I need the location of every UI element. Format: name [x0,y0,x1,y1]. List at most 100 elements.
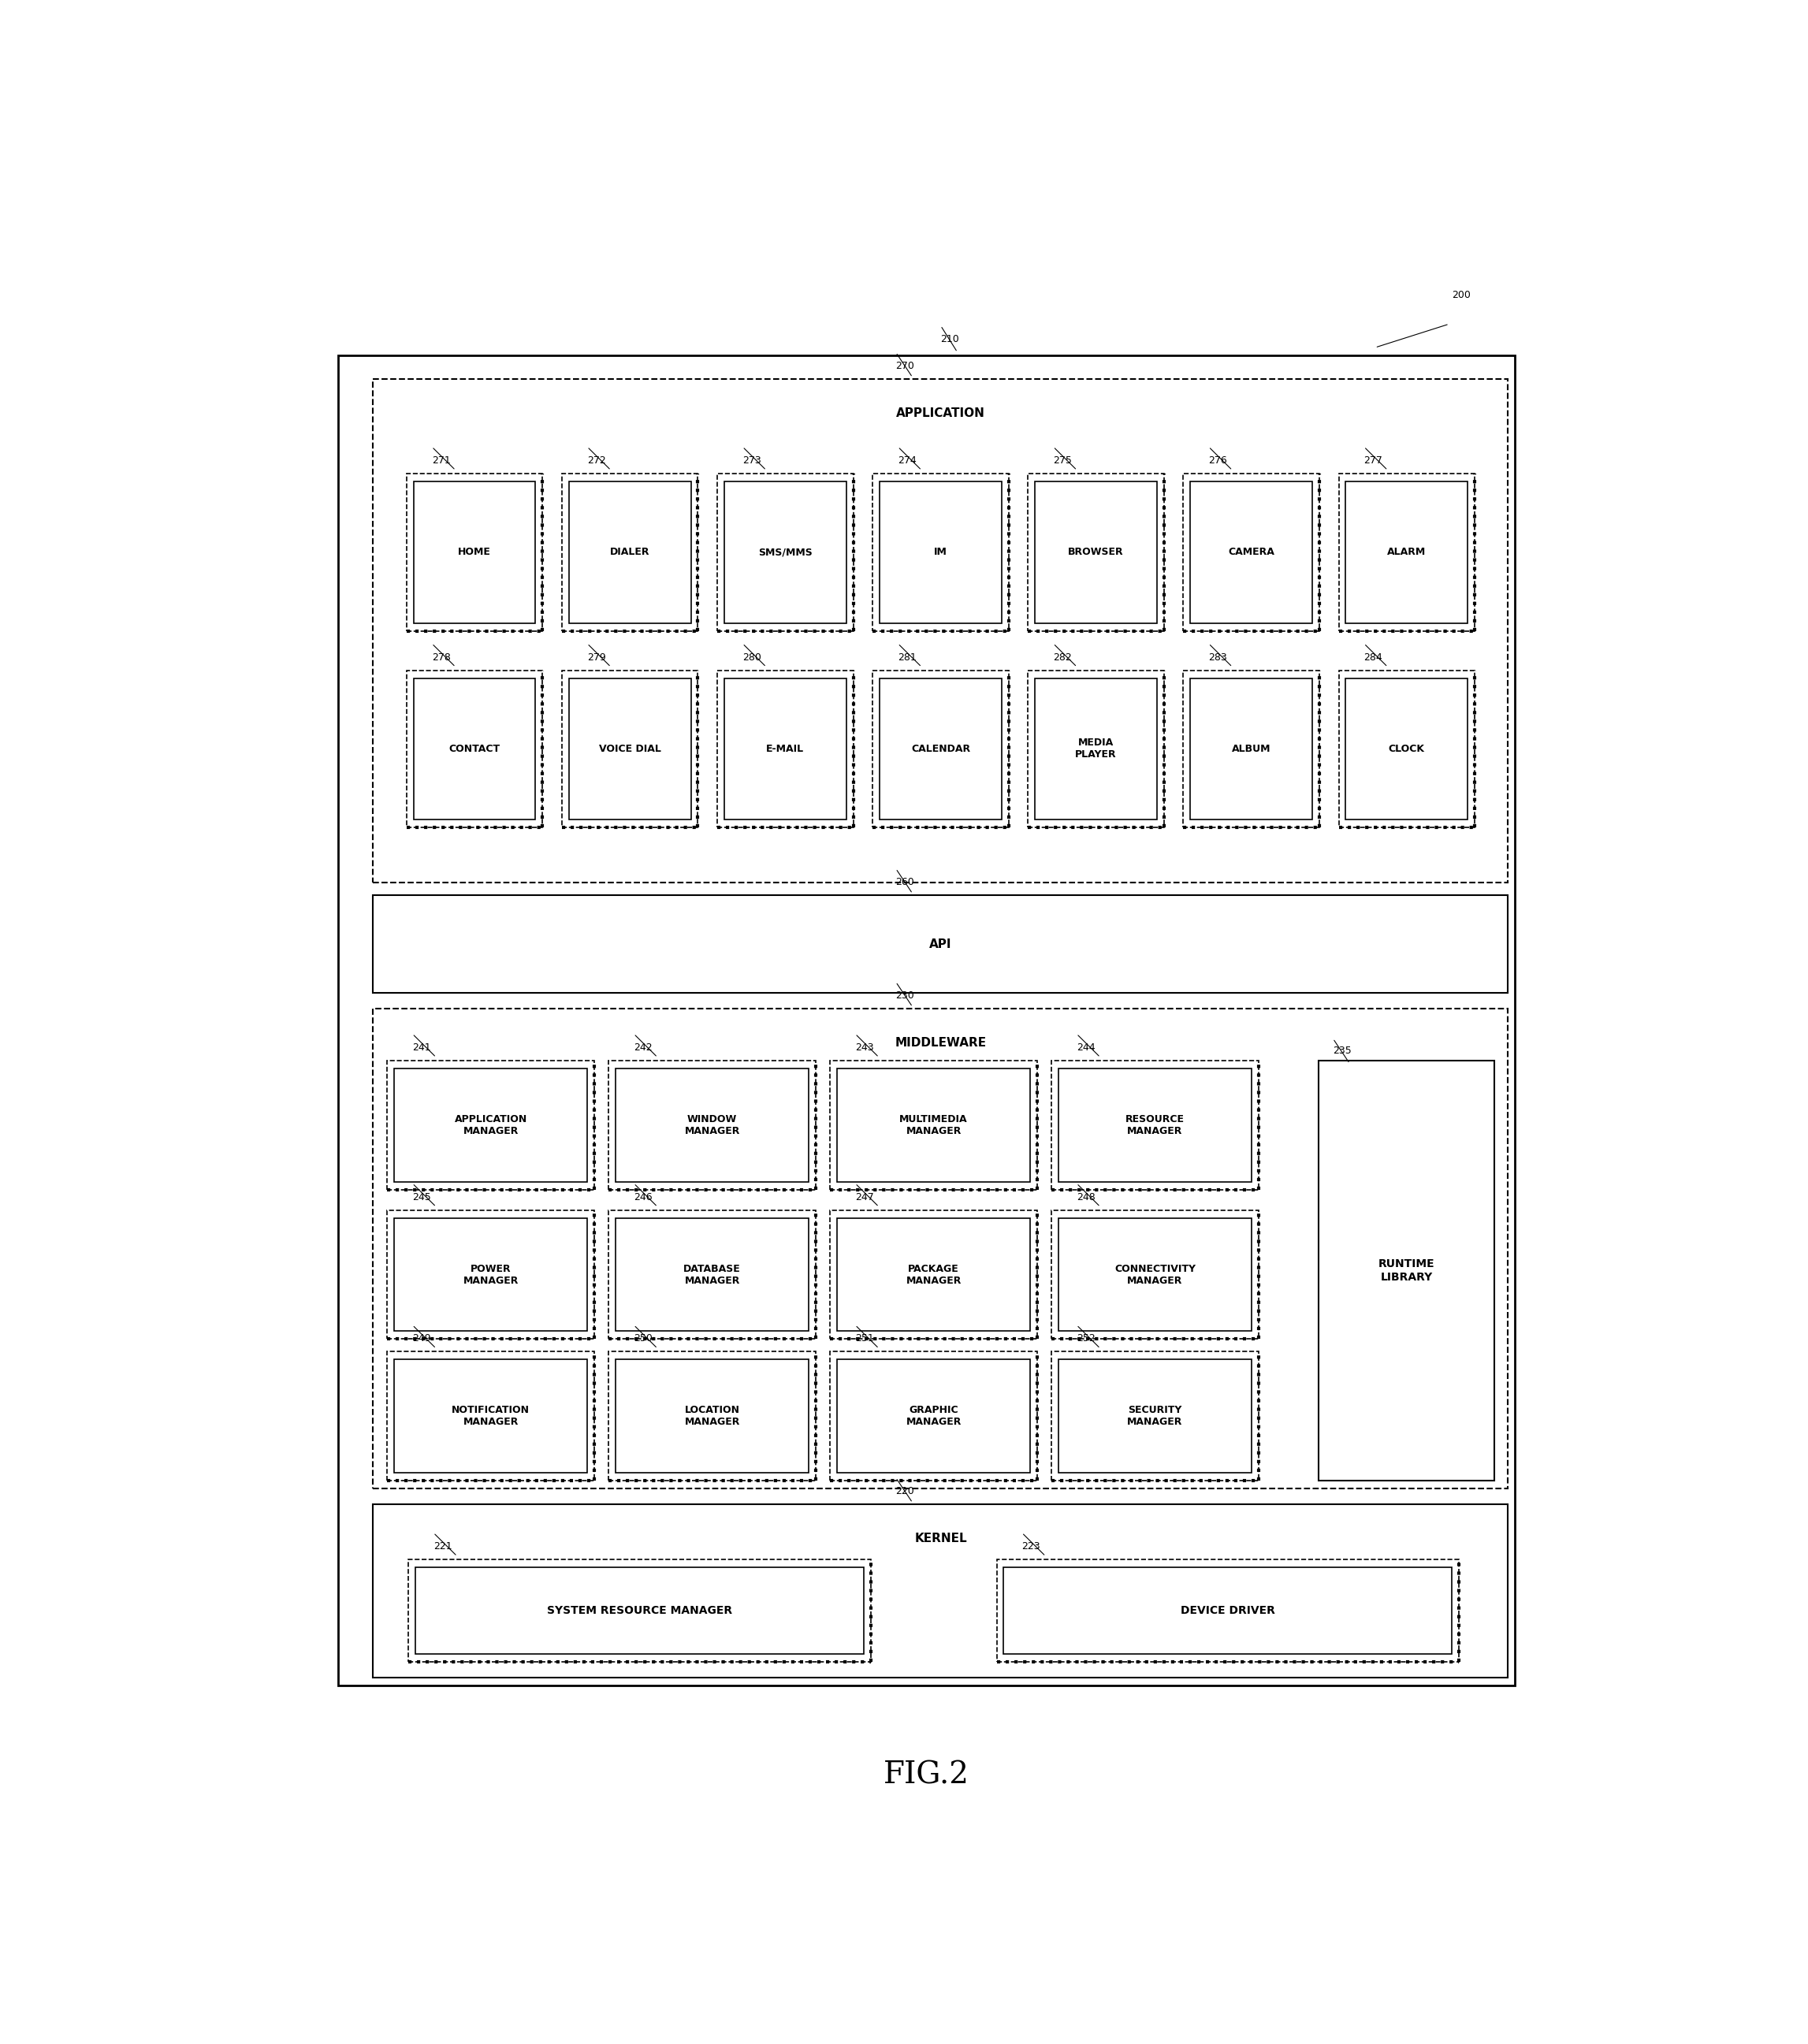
Text: 248: 248 [1076,1192,1096,1202]
Text: 252: 252 [1076,1333,1096,1343]
Text: 280: 280 [743,652,761,662]
Bar [372,1504,1508,1678]
Bar [1345,482,1468,623]
Bar [837,1218,1031,1331]
Text: KERNEL: KERNEL [915,1533,967,1545]
Text: 277: 277 [1363,456,1383,466]
Bar [409,1560,871,1662]
Bar [996,1560,1459,1662]
Bar [1029,474,1164,632]
Bar [725,679,846,820]
Text: SMS/MMS: SMS/MMS [758,548,812,558]
Bar [880,482,1002,623]
Bar [1050,1351,1258,1480]
Text: 249: 249 [412,1333,430,1343]
Text: SYSTEM RESOURCE MANAGER: SYSTEM RESOURCE MANAGER [546,1605,732,1617]
Text: 235: 235 [1332,1047,1352,1057]
Text: LOCATION
MANAGER: LOCATION MANAGER [685,1404,739,1427]
Text: ALARM: ALARM [1387,548,1427,558]
Text: 260: 260 [895,877,915,887]
Bar [873,474,1009,632]
Bar [1338,670,1475,828]
Text: API: API [929,938,951,950]
Bar [830,1351,1038,1480]
Text: 243: 243 [855,1042,873,1053]
Bar [1190,482,1313,623]
Bar [414,679,535,820]
Text: MULTIMEDIA
MANAGER: MULTIMEDIA MANAGER [899,1114,967,1136]
Bar [1184,474,1320,632]
Text: BROWSER: BROWSER [1069,548,1125,558]
Bar [1058,1069,1251,1181]
Bar [562,474,698,632]
Text: 246: 246 [635,1192,653,1202]
Text: 282: 282 [1054,652,1072,662]
Text: RUNTIME
LIBRARY: RUNTIME LIBRARY [1378,1259,1436,1282]
Bar [570,679,691,820]
Bar [394,1218,588,1331]
Text: 200: 200 [1452,290,1472,300]
Text: DATABASE
MANAGER: DATABASE MANAGER [683,1263,741,1286]
Text: 220: 220 [895,1486,915,1496]
Text: 278: 278 [432,652,450,662]
Text: 223: 223 [1022,1541,1040,1551]
Text: FIG.2: FIG.2 [884,1760,969,1791]
Bar [338,356,1515,1686]
Bar [387,1210,595,1339]
Bar [609,1061,815,1190]
Text: E-MAIL: E-MAIL [767,744,805,754]
Text: GRAPHIC
MANAGER: GRAPHIC MANAGER [906,1404,962,1427]
Bar [570,482,691,623]
Bar [1338,474,1475,632]
Bar [873,670,1009,828]
Text: 251: 251 [855,1333,873,1343]
Bar [1034,679,1157,820]
Bar [725,482,846,623]
Bar [1058,1359,1251,1474]
Text: 242: 242 [635,1042,653,1053]
Text: IM: IM [935,548,947,558]
Bar [880,679,1002,820]
Bar [394,1359,588,1474]
Bar [372,895,1508,993]
Text: 247: 247 [855,1192,873,1202]
Text: 273: 273 [743,456,761,466]
Text: DEVICE DRIVER: DEVICE DRIVER [1181,1605,1275,1617]
Bar [1029,670,1164,828]
Text: POWER
MANAGER: POWER MANAGER [463,1263,519,1286]
Text: 230: 230 [895,991,915,1002]
Text: SECURITY
MANAGER: SECURITY MANAGER [1126,1404,1182,1427]
Bar [615,1069,808,1181]
Bar [1320,1061,1493,1480]
Text: 272: 272 [588,456,606,466]
Text: 244: 244 [1076,1042,1096,1053]
Text: CALENDAR: CALENDAR [911,744,971,754]
Text: HOME: HOME [457,548,492,558]
Bar [830,1061,1038,1190]
Bar [1050,1210,1258,1339]
Bar [837,1359,1031,1474]
Bar [1184,670,1320,828]
Bar [414,482,535,623]
Bar [609,1210,815,1339]
Text: CAMERA: CAMERA [1228,548,1275,558]
Text: 250: 250 [635,1333,653,1343]
Text: 284: 284 [1363,652,1383,662]
Bar [372,378,1508,883]
Text: 245: 245 [412,1192,430,1202]
Bar [372,1008,1508,1488]
Text: CONTACT: CONTACT [448,744,501,754]
Bar [1190,679,1313,820]
Text: 275: 275 [1054,456,1072,466]
Text: 279: 279 [588,652,606,662]
Bar [387,1351,595,1480]
Text: 281: 281 [899,652,917,662]
Text: 274: 274 [899,456,917,466]
Bar [416,1568,864,1654]
Text: APPLICATION: APPLICATION [897,407,985,419]
Text: PACKAGE
MANAGER: PACKAGE MANAGER [906,1263,962,1286]
Bar [387,1061,595,1190]
Bar [1003,1568,1452,1654]
Text: VOICE DIAL: VOICE DIAL [598,744,662,754]
Bar [562,670,698,828]
